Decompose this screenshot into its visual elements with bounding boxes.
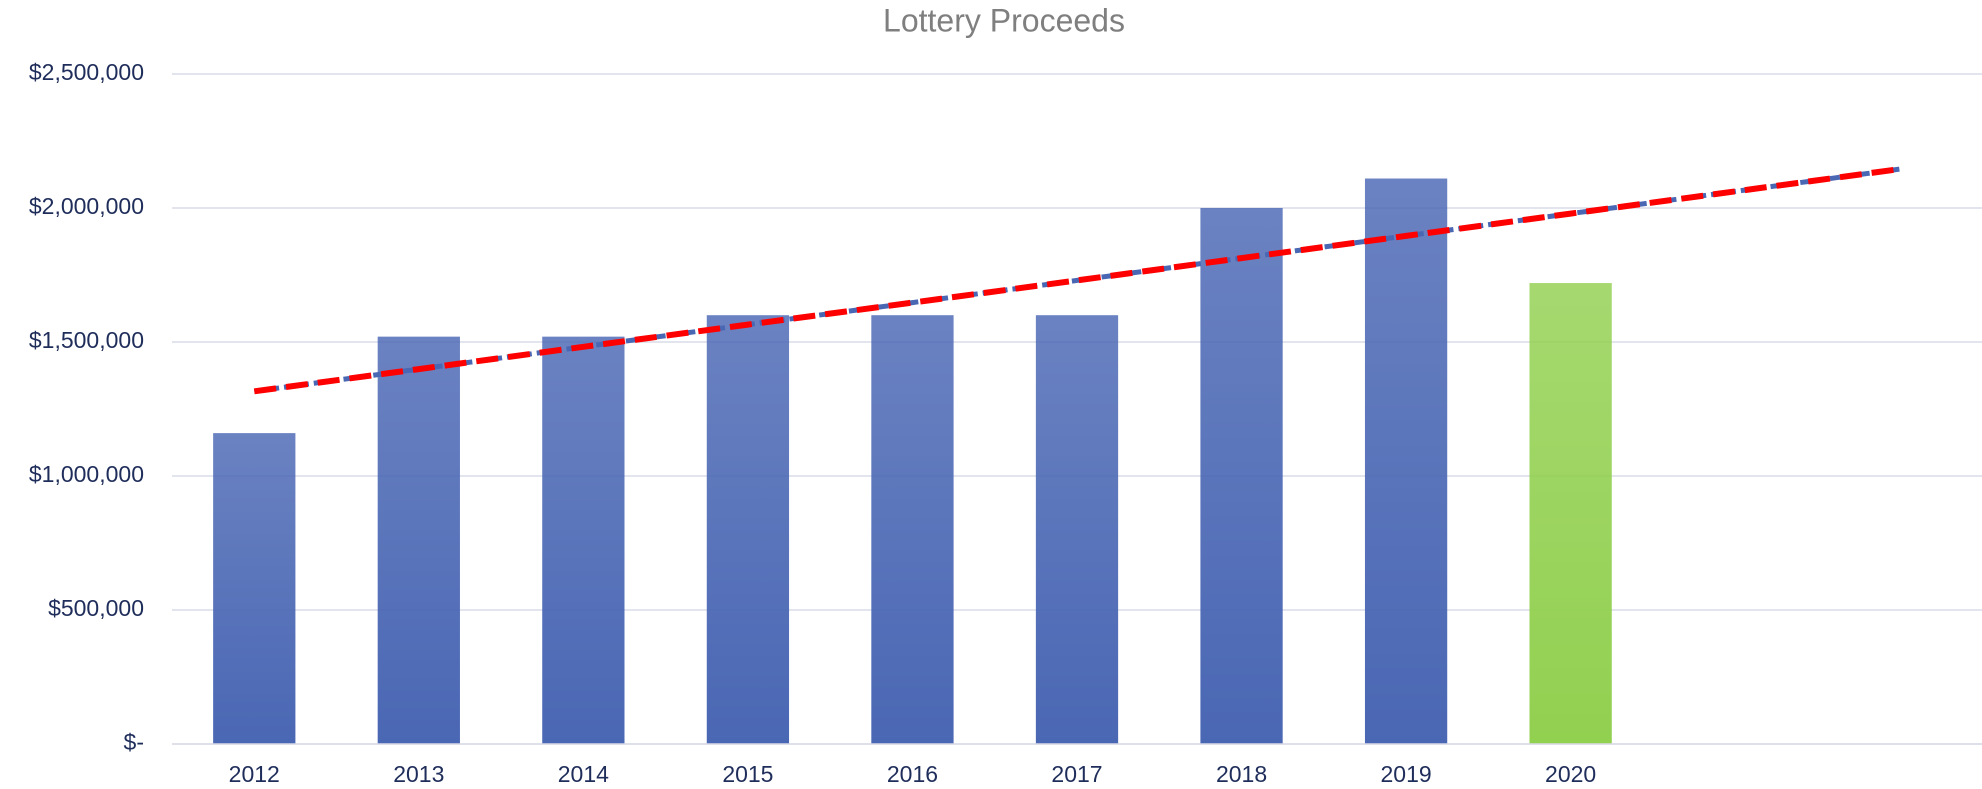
- x-tick-label: 2020: [1545, 761, 1596, 787]
- x-tick-label: 2012: [229, 761, 280, 787]
- bar: [377, 336, 460, 744]
- bar: [871, 315, 954, 744]
- y-tick-label: $500,000: [48, 595, 144, 621]
- y-tick-label: $2,000,000: [29, 193, 144, 219]
- x-tick-label: 2019: [1381, 761, 1432, 787]
- x-tick-label: 2017: [1051, 761, 1102, 787]
- bar: [213, 433, 296, 744]
- trendline: [253, 166, 1901, 395]
- y-tick-label: $1,000,000: [29, 461, 144, 487]
- bar: [1364, 178, 1448, 744]
- y-tick-label: $2,500,000: [29, 59, 144, 85]
- x-tick-label: 2018: [1216, 761, 1267, 787]
- bar: [706, 315, 790, 744]
- y-tick-label: $-: [124, 729, 144, 755]
- bar: [1529, 283, 1612, 744]
- bar: [542, 336, 625, 744]
- x-tick-label: 2015: [722, 761, 773, 787]
- bar: [1200, 208, 1283, 744]
- x-tick-label: 2013: [393, 761, 444, 787]
- bar: [1035, 315, 1119, 744]
- y-tick-label: $1,500,000: [29, 327, 144, 353]
- x-tick-label: 2014: [558, 761, 609, 787]
- chart-title: Lottery Proceeds: [883, 2, 1125, 38]
- x-tick-label: 2016: [887, 761, 938, 787]
